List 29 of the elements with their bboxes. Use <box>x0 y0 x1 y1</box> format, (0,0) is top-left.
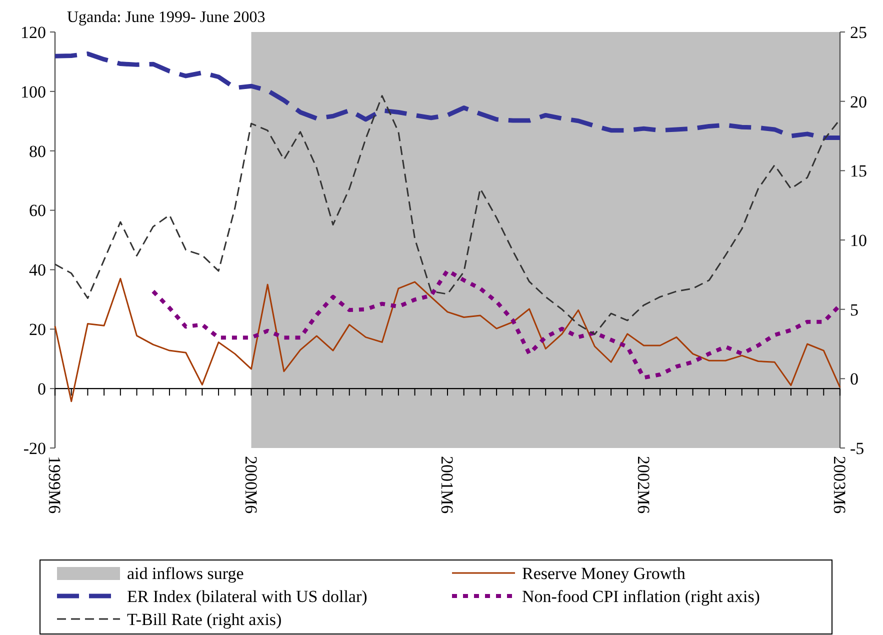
x-tick-label: 1999M6 <box>45 456 64 514</box>
y-tick-label: 80 <box>29 142 46 161</box>
y2-tick-label: 5 <box>850 300 858 320</box>
line-series <box>151 268 842 380</box>
chart-title: Uganda: June 1999- June 2003 <box>67 9 266 26</box>
x-tick-label: 2001M6 <box>438 456 457 514</box>
y-tick-label: 100 <box>20 82 46 102</box>
y-tick-label: 120 <box>20 22 46 42</box>
legend-label: Non-food CPI inflation (right axis) <box>522 586 760 606</box>
x-tick-label: 2003M6 <box>830 456 850 514</box>
y-tick-label: 40 <box>29 260 46 280</box>
y2-tick-label: -5 <box>850 438 864 458</box>
y2-tick-label: 20 <box>850 92 867 112</box>
legend-label: Reserve Money Growth <box>522 564 686 583</box>
x-tick-label: 2000M6 <box>241 456 260 514</box>
x-tick-label: 2002M6 <box>634 456 653 514</box>
line-series <box>54 95 841 336</box>
y2-tick-label: 10 <box>850 230 867 250</box>
legend-label: T-Bill Rate (right axis) <box>127 610 282 629</box>
legend-label: ER Index (bilateral with US dollar) <box>127 586 368 606</box>
y2-tick-label: 0 <box>850 370 858 389</box>
y-tick-label: -20 <box>23 438 46 458</box>
y-tick-label: 60 <box>29 201 46 220</box>
y-tick-label: 20 <box>29 320 46 340</box>
line-series <box>54 278 841 402</box>
legend-label: aid inflows surge <box>127 564 244 583</box>
y2-tick-label: 25 <box>850 22 867 42</box>
y2-tick-label: 15 <box>850 162 867 181</box>
y-tick-label: 0 <box>38 380 46 399</box>
